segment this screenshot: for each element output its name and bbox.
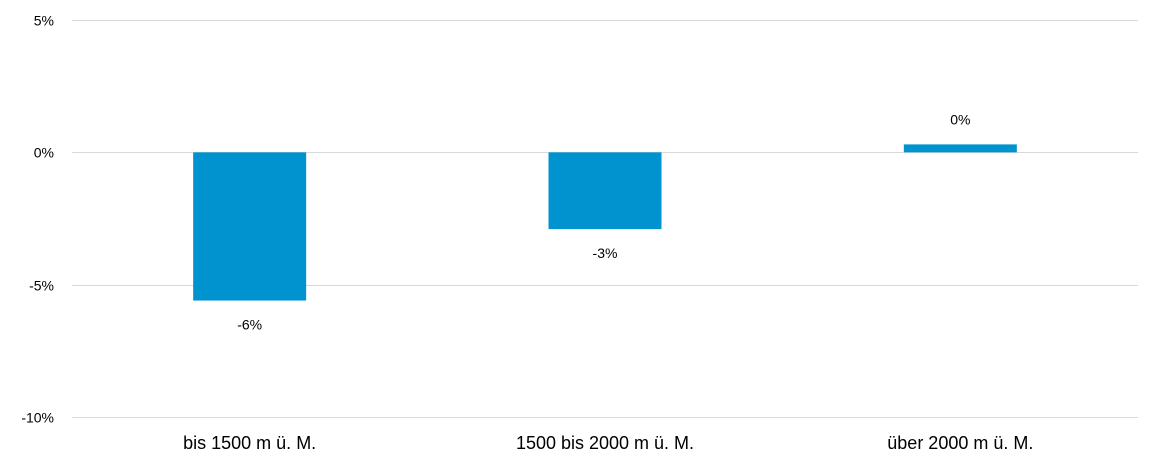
category-label: 1500 bis 2000 m ü. M. (516, 433, 694, 453)
y-tick-label: -5% (29, 278, 54, 294)
data-label: 0% (950, 111, 970, 127)
data-label: -6% (237, 317, 262, 333)
y-tick-label: 5% (34, 13, 54, 29)
category-label: über 2000 m ü. M. (887, 433, 1033, 453)
bar (548, 152, 662, 230)
category-labels: bis 1500 m ü. M. 1500 bis 2000 m ü. M. übe… (183, 433, 1033, 453)
y-tick-label: 0% (34, 145, 54, 161)
y-axis-tick-labels: 5% 0% -5% -10% (21, 13, 54, 426)
y-tick-label: -10% (21, 410, 54, 426)
data-label: -3% (593, 245, 618, 261)
bars (193, 144, 1017, 301)
bar (193, 152, 307, 301)
category-label: bis 1500 m ü. M. (183, 433, 316, 453)
bar (903, 144, 1017, 153)
data-labels: -6% -3% 0% (237, 111, 970, 332)
